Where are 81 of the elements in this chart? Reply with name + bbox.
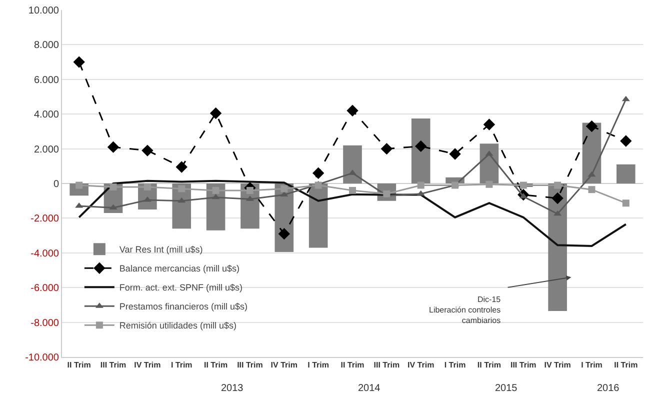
point (178, 197, 186, 203)
legend-label: Prestamos financieros (mill u$s) (119, 302, 248, 312)
point (144, 183, 151, 190)
point (212, 194, 220, 200)
x-tick-label: II Trim (204, 360, 228, 370)
x-tick-label: I Trim (581, 360, 602, 370)
text: 2014 (358, 383, 381, 394)
point (416, 190, 425, 196)
point (552, 192, 564, 204)
point (483, 118, 496, 130)
point (588, 186, 596, 194)
x-tick-label: III Trim (374, 360, 400, 370)
x-tick-label: I Trim (308, 360, 329, 370)
point (417, 182, 424, 189)
y-tick-label: 2.000 (34, 144, 60, 156)
point (380, 142, 393, 155)
point (349, 186, 356, 194)
point (622, 96, 630, 102)
text: 2015 (495, 383, 518, 394)
line-series (78, 180, 627, 247)
x-tick-label: II Trim (477, 360, 501, 370)
point (110, 183, 117, 190)
point (176, 161, 188, 173)
point (107, 141, 120, 153)
point (278, 228, 290, 240)
point (178, 185, 186, 192)
point (312, 167, 324, 179)
point (346, 104, 358, 116)
legend-label: Var Res Int (mill u$s) (119, 244, 203, 255)
point (622, 200, 630, 207)
x-tick-label: IV Trim (408, 360, 434, 370)
bar (343, 145, 362, 184)
x-tick-label: IV Trim (270, 360, 298, 370)
point (520, 182, 527, 189)
point (142, 144, 154, 156)
point (210, 107, 222, 120)
y-tick-label: 10.000 (28, 6, 60, 16)
point (246, 186, 254, 194)
text: 2016 (597, 383, 620, 394)
legend-label: Balance mercancias (mill u$s) (119, 264, 240, 274)
y-tick-label: -6.000 (30, 283, 60, 294)
x-tick-label: III Trim (237, 360, 263, 370)
point (449, 148, 461, 160)
point (314, 182, 322, 189)
point (620, 135, 632, 147)
point (586, 120, 598, 132)
point (212, 186, 220, 194)
y-tick-label: -8.000 (30, 318, 60, 329)
bar (308, 184, 328, 248)
y-tick-label: 8.000 (34, 40, 60, 52)
point (280, 185, 288, 192)
x-tick-label: IV Trim (544, 360, 571, 370)
x-tick-label: II Trim (340, 360, 364, 370)
point (280, 191, 288, 197)
x-tick-label: III Trim (100, 360, 126, 370)
x-tick-label: II Trim (67, 360, 91, 370)
x-tick-label: II Trim (614, 360, 638, 370)
legend-label: Remisión utilidades (mill u$s) (119, 320, 236, 331)
x-tick-label: III Trim (510, 360, 536, 370)
point (486, 180, 493, 188)
x-tick-label: I Trim (170, 360, 192, 370)
annotation: Dic-15 Liberación controles cambiarios (429, 295, 502, 325)
legend-label: Form. act. ext. SPNF (mill u$s) (119, 282, 242, 293)
y-tick-label: 4.000 (34, 110, 60, 121)
text: 2013 (221, 383, 244, 394)
y-tick-label: -2.000 (30, 214, 60, 225)
bar (411, 118, 430, 184)
point (109, 204, 118, 210)
y-tick-label: 6.000 (34, 74, 60, 86)
point (415, 140, 427, 152)
x-tick-label: IV Trim (134, 360, 161, 370)
y-tick-label: -10.000 (25, 352, 60, 364)
y-tick-label: -4.000 (30, 248, 60, 260)
x-tick-label: I Trim (444, 360, 466, 370)
point (554, 182, 562, 189)
point (588, 171, 596, 177)
point (554, 210, 562, 216)
point (73, 56, 85, 68)
point (76, 182, 83, 189)
y-tick-label: 0 (53, 179, 60, 190)
bar (616, 164, 636, 184)
